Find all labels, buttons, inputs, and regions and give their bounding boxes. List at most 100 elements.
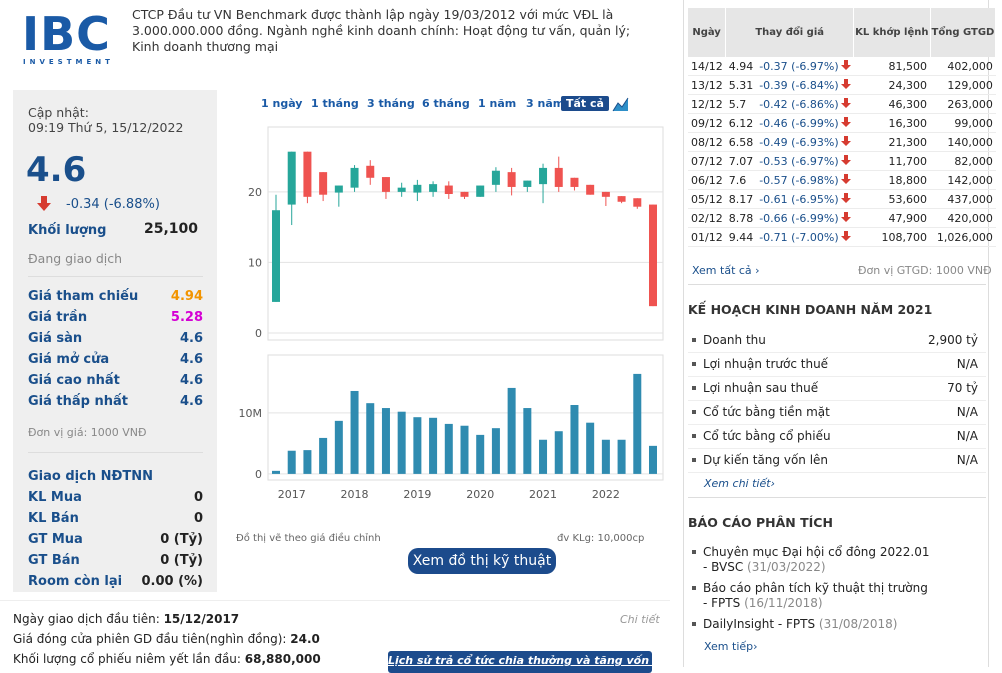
range-button[interactable]: Tất cả xyxy=(561,96,609,111)
trade-cell: 81,500 xyxy=(853,57,931,76)
candle-body xyxy=(287,151,296,205)
volume-bar xyxy=(649,445,657,474)
trade-cell: 99,000 xyxy=(930,113,996,133)
trade-cell: 6.12 xyxy=(725,113,757,133)
trade-cell: -0.46 (-6.99%) xyxy=(756,113,854,133)
update-label: Cập nhật: xyxy=(28,105,89,120)
report-item[interactable]: Báo cáo phân tích kỹ thuật thị trường - … xyxy=(703,581,933,611)
volume-bar xyxy=(523,408,532,474)
plan-value: N/A xyxy=(956,429,978,443)
divider xyxy=(688,497,986,498)
plan-label: Cổ tức bằng tiền mặt xyxy=(703,405,830,419)
down-arrow xyxy=(840,173,851,184)
header-cell: KL khớp lệnh xyxy=(853,8,931,57)
range-button[interactable]: 1 tháng xyxy=(311,97,359,110)
trade-cell: 140,000 xyxy=(930,132,996,152)
chart-unit: đv KLg: 10,000cp xyxy=(557,533,645,544)
plan-value: 2,900 tỷ xyxy=(928,333,978,347)
down-arrow xyxy=(840,192,851,203)
first-trade-line: Giá đóng cửa phiên GD đầu tiên(nghìn đồn… xyxy=(13,632,320,646)
report-item[interactable]: DailyInsight - FPTS (31/08/2018) xyxy=(703,617,933,632)
y-tick-label: 0 xyxy=(255,468,262,481)
status: Đang giao dịch xyxy=(28,251,123,266)
trade-cell: 08/12 xyxy=(688,132,726,152)
trade-row: 13/12 5.31 -0.39 (-6.84%) 24,300 129,000 xyxy=(688,75,996,95)
first-trade-line: Ngày giao dịch đầu tiên: 15/12/2017 xyxy=(13,612,239,626)
trade-row: 02/12 8.78 -0.66 (-6.99%) 47,900 420,000 xyxy=(688,208,996,228)
logo: IBC INVESTMENT xyxy=(22,8,111,66)
trade-row: 08/12 6.58 -0.49 (-6.93%) 21,300 140,000 xyxy=(688,132,996,152)
range-button[interactable]: 1 năm xyxy=(478,97,517,110)
trade-cell: -0.49 (-6.93%) xyxy=(756,132,854,152)
down-arrow xyxy=(840,211,851,222)
volume-label: Khối lượng xyxy=(28,223,107,238)
range-button[interactable]: 3 năm xyxy=(526,97,565,110)
trade-row: 01/12 9.44 -0.71 (-7.00%) 108,700 1,026,000 xyxy=(688,227,996,247)
trade-cell: -0.66 (-6.99%) xyxy=(756,208,854,228)
range-button[interactable]: 3 tháng xyxy=(367,97,415,110)
separator xyxy=(683,0,684,667)
line-value: 15/12/2017 xyxy=(163,612,240,626)
down-arrow xyxy=(840,78,851,89)
price-value: 4.6 xyxy=(179,331,203,346)
header-cell: Ngày xyxy=(688,8,727,57)
logo-text: IBC xyxy=(22,8,111,61)
candle-body xyxy=(633,198,642,207)
see-all[interactable]: Xem tất cả › xyxy=(692,264,760,277)
bullet xyxy=(692,338,696,342)
bullet xyxy=(692,458,696,462)
row-line xyxy=(688,352,986,353)
line-value: 24.0 xyxy=(290,632,320,646)
trade-cell: 06/12 xyxy=(688,170,726,190)
volume: 25,100 xyxy=(144,221,199,237)
plan-value: 70 tỷ xyxy=(947,381,978,395)
detail-link[interactable]: Chi tiết xyxy=(620,613,660,626)
chart-note: Đồ thị vẽ theo giá điều chỉnh xyxy=(236,533,381,544)
report-item[interactable]: Chuyên mục Đại hội cổ đông 2022.01 - BVS… xyxy=(703,545,933,575)
trade-cell: 129,000 xyxy=(930,75,996,95)
plan-more[interactable]: Xem chi tiết› xyxy=(704,477,775,490)
trade-row: 09/12 6.12 -0.46 (-6.99%) 16,300 99,000 xyxy=(688,113,996,133)
tech-chart-button[interactable]: Xem đồ thị kỹ thuật xyxy=(408,548,556,574)
candle-body xyxy=(649,204,657,307)
range-button[interactable]: 1 ngày xyxy=(261,97,303,110)
trade-row: 14/12 4.94 -0.37 (-6.97%) 81,500 402,000 xyxy=(688,57,996,76)
trade-cell: 437,000 xyxy=(930,189,996,209)
trade-cell: 82,000 xyxy=(930,151,996,171)
divider xyxy=(0,600,670,601)
header-cell: Tổng GTGD xyxy=(930,8,997,57)
down-arrow xyxy=(840,230,851,241)
history-button[interactable]: Lịch sử trả cổ tức chia thưởng và tăng v… xyxy=(388,651,660,673)
range-button[interactable]: 6 tháng xyxy=(422,97,470,110)
volume-bar xyxy=(633,373,642,474)
quote-panel xyxy=(13,90,217,592)
trades-table: Ngày Thay đổi giá KL khớp lệnh Tổng GTGD 14/… xyxy=(688,8,997,247)
bullet xyxy=(692,362,696,366)
trade-cell: -0.37 (-6.97%) xyxy=(756,57,854,76)
y-tick-label: 10M xyxy=(239,407,263,420)
bullet xyxy=(692,434,696,438)
candle-body xyxy=(507,172,516,187)
bullet xyxy=(692,550,696,554)
price-change: -0.34 (-6.88%) xyxy=(66,197,160,212)
plot-frame xyxy=(267,354,664,481)
volume-bar xyxy=(413,417,422,474)
report-date: (16/11/2018) xyxy=(744,596,823,610)
volume-bar xyxy=(460,425,469,474)
trade-cell: -0.61 (-6.95%) xyxy=(756,189,854,209)
plot-frame xyxy=(267,126,664,341)
chart-icon[interactable] xyxy=(612,96,630,112)
foreign-label: GT Bán xyxy=(28,553,80,568)
price-value: 4.6 xyxy=(179,352,203,367)
volume-bar xyxy=(507,387,516,474)
reports-more[interactable]: Xem tiếp› xyxy=(704,640,758,653)
trade-row: 06/12 7.6 -0.57 (-6.98%) 18,800 142,000 xyxy=(688,170,996,190)
candle-body xyxy=(381,177,390,192)
plan-label: Cổ tức bằng cổ phiếu xyxy=(703,429,831,443)
down-arrow xyxy=(840,135,851,146)
trade-cell: 01/12 xyxy=(688,227,726,247)
candle-body xyxy=(334,185,343,193)
volume-bar xyxy=(539,439,548,474)
trade-cell: 46,300 xyxy=(853,94,931,114)
